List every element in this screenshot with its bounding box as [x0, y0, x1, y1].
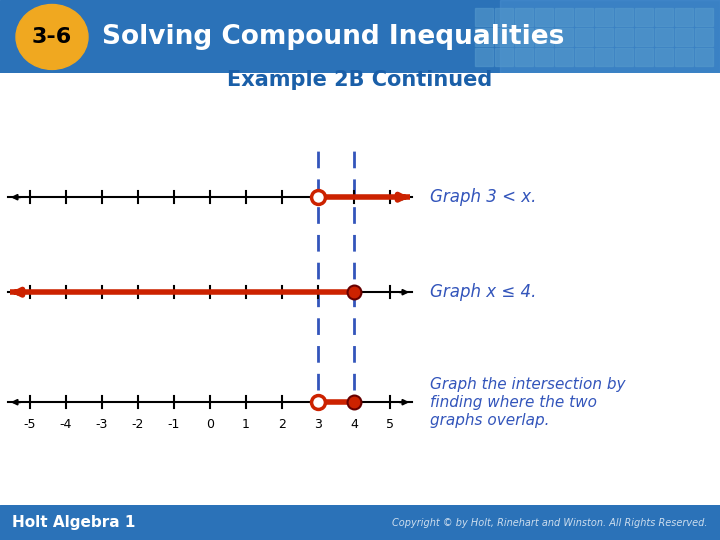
Bar [475, 29, 493, 46]
Bar [575, 49, 593, 66]
Bar [655, 9, 673, 26]
Text: 5: 5 [386, 418, 394, 431]
Bar [615, 29, 633, 46]
Bar [675, 49, 693, 66]
Text: 4: 4 [350, 418, 358, 431]
Text: Example 2B Continued: Example 2B Continued [228, 70, 492, 90]
Bar [535, 29, 553, 46]
Text: 1: 1 [242, 418, 250, 431]
Bar [595, 49, 613, 66]
Bar [695, 9, 713, 26]
Bar [555, 29, 573, 46]
Text: 2: 2 [278, 418, 286, 431]
Text: Copyright © by Holt, Rinehart and Winston. All Rights Reserved.: Copyright © by Holt, Rinehart and Winsto… [392, 518, 708, 528]
Bar [555, 49, 573, 66]
Text: Holt Algebra 1: Holt Algebra 1 [12, 516, 135, 530]
Bar [675, 9, 693, 26]
Bar [475, 49, 493, 66]
Text: Graph the intersection by: Graph the intersection by [430, 377, 626, 392]
Text: Solving Compound Inequalities: Solving Compound Inequalities [102, 24, 564, 50]
Bar [675, 29, 693, 46]
Bar [555, 9, 573, 26]
Bar [535, 49, 553, 66]
Bar [500, 0, 720, 73]
Text: -2: -2 [132, 418, 144, 431]
Bar [635, 29, 653, 46]
Bar [495, 49, 513, 66]
Ellipse shape [16, 4, 88, 70]
Bar [615, 9, 633, 26]
Bar [515, 9, 533, 26]
Bar [575, 9, 593, 26]
Bar [475, 9, 493, 26]
Bar [695, 29, 713, 46]
Bar [695, 49, 713, 66]
Text: finding where the two: finding where the two [430, 395, 597, 410]
Text: -4: -4 [60, 418, 72, 431]
Bar [515, 29, 533, 46]
Bar [655, 29, 673, 46]
Bar [655, 49, 673, 66]
Bar [595, 9, 613, 26]
Bar [635, 9, 653, 26]
Bar [575, 29, 593, 46]
Text: 3: 3 [314, 418, 322, 431]
Bar [495, 9, 513, 26]
Text: Graph x ≤ 4.: Graph x ≤ 4. [430, 283, 536, 301]
Text: Graph 3 < x.: Graph 3 < x. [430, 188, 536, 206]
Bar [515, 49, 533, 66]
Bar [635, 49, 653, 66]
Bar [615, 49, 633, 66]
Text: -3: -3 [96, 418, 108, 431]
Bar [535, 9, 553, 26]
Text: -1: -1 [168, 418, 180, 431]
Text: 0: 0 [206, 418, 214, 431]
Bar [495, 29, 513, 46]
Bar [595, 29, 613, 46]
Text: graphs overlap.: graphs overlap. [430, 413, 549, 428]
Text: -5: -5 [24, 418, 36, 431]
Text: 3-6: 3-6 [32, 27, 72, 47]
